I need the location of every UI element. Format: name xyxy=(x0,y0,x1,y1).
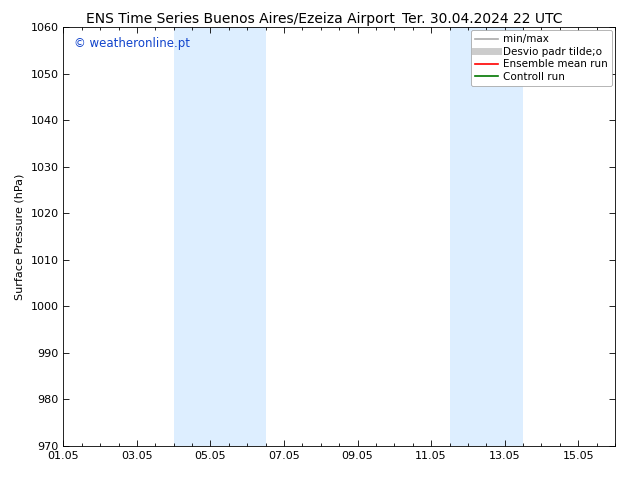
Text: ENS Time Series Buenos Aires/Ezeiza Airport: ENS Time Series Buenos Aires/Ezeiza Airp… xyxy=(86,12,396,26)
Bar xyxy=(450,27,523,446)
Text: © weatheronline.pt: © weatheronline.pt xyxy=(74,37,190,50)
Y-axis label: Surface Pressure (hPa): Surface Pressure (hPa) xyxy=(15,173,25,299)
Text: Ter. 30.04.2024 22 UTC: Ter. 30.04.2024 22 UTC xyxy=(401,12,562,26)
Legend: min/max, Desvio padr tilde;o, Ensemble mean run, Controll run: min/max, Desvio padr tilde;o, Ensemble m… xyxy=(470,30,612,86)
Bar xyxy=(174,27,266,446)
